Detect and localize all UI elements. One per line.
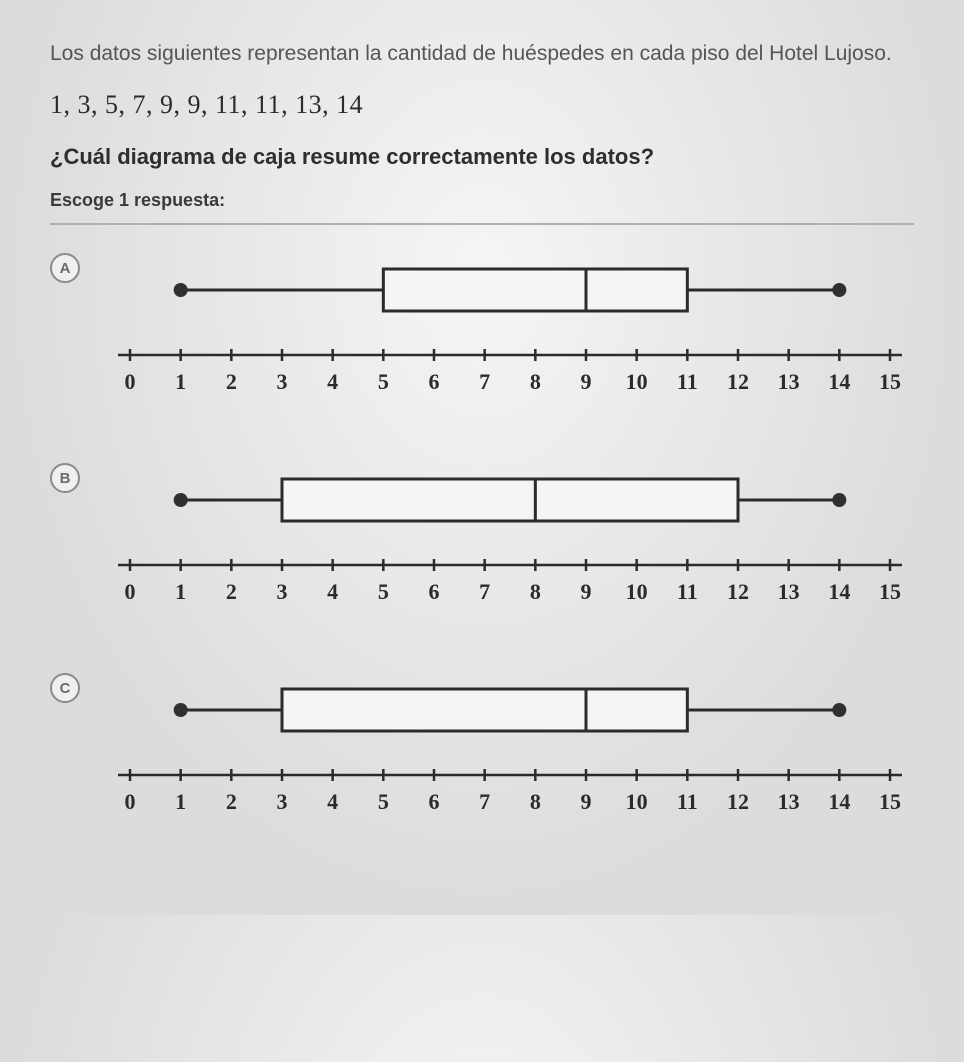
svg-text:8: 8	[530, 369, 541, 394]
svg-text:10: 10	[626, 369, 648, 394]
svg-text:14: 14	[828, 369, 850, 394]
svg-text:15: 15	[879, 789, 901, 814]
svg-text:1: 1	[175, 579, 186, 604]
svg-text:1: 1	[175, 789, 186, 814]
svg-text:11: 11	[677, 789, 698, 814]
svg-text:13: 13	[778, 789, 800, 814]
divider	[50, 223, 914, 225]
svg-text:5: 5	[378, 789, 389, 814]
svg-text:3: 3	[277, 369, 288, 394]
option-b[interactable]: B0123456789101112131415	[50, 455, 914, 625]
question-intro: Los datos siguientes representan la cant…	[50, 40, 914, 68]
svg-text:7: 7	[479, 579, 490, 604]
svg-text:7: 7	[479, 789, 490, 814]
svg-text:15: 15	[879, 579, 901, 604]
svg-text:9: 9	[581, 579, 592, 604]
svg-text:3: 3	[277, 789, 288, 814]
svg-text:10: 10	[626, 789, 648, 814]
radio-a[interactable]: A	[50, 253, 80, 283]
svg-text:8: 8	[530, 579, 541, 604]
boxplot-c: 0123456789101112131415	[100, 665, 920, 835]
svg-text:7: 7	[479, 369, 490, 394]
svg-text:5: 5	[378, 369, 389, 394]
svg-text:12: 12	[727, 369, 749, 394]
boxplot-b: 0123456789101112131415	[100, 455, 920, 625]
question-text: ¿Cuál diagrama de caja resume correctame…	[50, 144, 914, 170]
svg-text:4: 4	[327, 579, 338, 604]
svg-text:0: 0	[125, 369, 136, 394]
radio-c[interactable]: C	[50, 673, 80, 703]
svg-text:9: 9	[581, 789, 592, 814]
svg-text:2: 2	[226, 579, 237, 604]
svg-text:11: 11	[677, 579, 698, 604]
svg-text:13: 13	[778, 369, 800, 394]
boxplot-a: 0123456789101112131415	[100, 245, 920, 415]
svg-text:9: 9	[581, 369, 592, 394]
svg-text:5: 5	[378, 579, 389, 604]
svg-text:11: 11	[677, 369, 698, 394]
svg-text:14: 14	[828, 579, 850, 604]
svg-text:0: 0	[125, 789, 136, 814]
svg-text:14: 14	[828, 789, 850, 814]
svg-text:4: 4	[327, 369, 338, 394]
svg-text:6: 6	[429, 369, 440, 394]
svg-text:2: 2	[226, 369, 237, 394]
data-values: 1, 3, 5, 7, 9, 9, 11, 11, 13, 14	[50, 90, 914, 120]
svg-text:2: 2	[226, 789, 237, 814]
option-c[interactable]: C0123456789101112131415	[50, 665, 914, 835]
svg-text:15: 15	[879, 369, 901, 394]
svg-text:12: 12	[727, 579, 749, 604]
svg-text:1: 1	[175, 369, 186, 394]
svg-text:8: 8	[530, 789, 541, 814]
svg-text:6: 6	[429, 789, 440, 814]
svg-text:4: 4	[327, 789, 338, 814]
svg-text:6: 6	[429, 579, 440, 604]
svg-text:3: 3	[277, 579, 288, 604]
svg-text:0: 0	[125, 579, 136, 604]
svg-text:10: 10	[626, 579, 648, 604]
radio-b[interactable]: B	[50, 463, 80, 493]
choose-label: Escoge 1 respuesta:	[50, 190, 914, 211]
option-a[interactable]: A0123456789101112131415	[50, 245, 914, 415]
svg-text:12: 12	[727, 789, 749, 814]
svg-text:13: 13	[778, 579, 800, 604]
